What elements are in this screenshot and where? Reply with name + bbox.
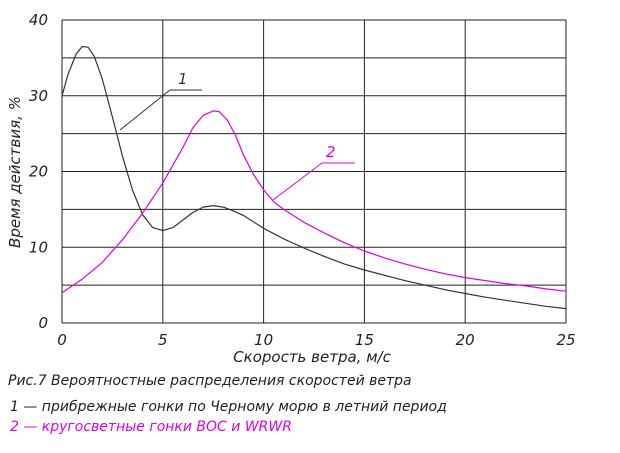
y-tick-label: 0 <box>38 314 48 332</box>
x-tick-label: 5 <box>158 331 168 349</box>
legend-entry-1: 1 — прибрежные гонки по Черному морю в л… <box>10 399 447 415</box>
x-tick-label: 15 <box>355 331 374 349</box>
grid <box>61 19 567 324</box>
x-tick-label: 10 <box>254 331 273 349</box>
leader-line-1 <box>119 89 202 131</box>
series-line-2 <box>61 110 567 294</box>
curve-label-2: 2 <box>326 143 336 161</box>
x-axis-title: Скорость ветра, м/с <box>233 348 391 366</box>
tick-labels: 0 5 10 15 20 25 0 10 20 30 40 <box>29 11 576 349</box>
y-tick-label: 10 <box>29 238 48 256</box>
series-line-1 <box>61 45 567 310</box>
figure-caption: Рис.7 Вероятностные распределения скорос… <box>8 373 412 389</box>
y-axis-title: Время действия, % <box>6 96 24 248</box>
x-tick-label: 25 <box>556 331 575 349</box>
x-tick-label: 0 <box>57 331 67 349</box>
leader-line-2 <box>272 162 355 201</box>
curve-label-1: 1 <box>178 70 188 88</box>
y-tick-label: 30 <box>29 87 48 105</box>
curve-leaders: 1 2 <box>119 70 355 201</box>
x-tick-label: 20 <box>456 331 475 349</box>
y-tick-label: 20 <box>29 163 48 181</box>
y-tick-label: 40 <box>29 11 48 29</box>
series-lines <box>61 45 567 310</box>
legend-entry-2: 2 — кругосветные гонки ВОС и WRWR <box>10 419 292 435</box>
